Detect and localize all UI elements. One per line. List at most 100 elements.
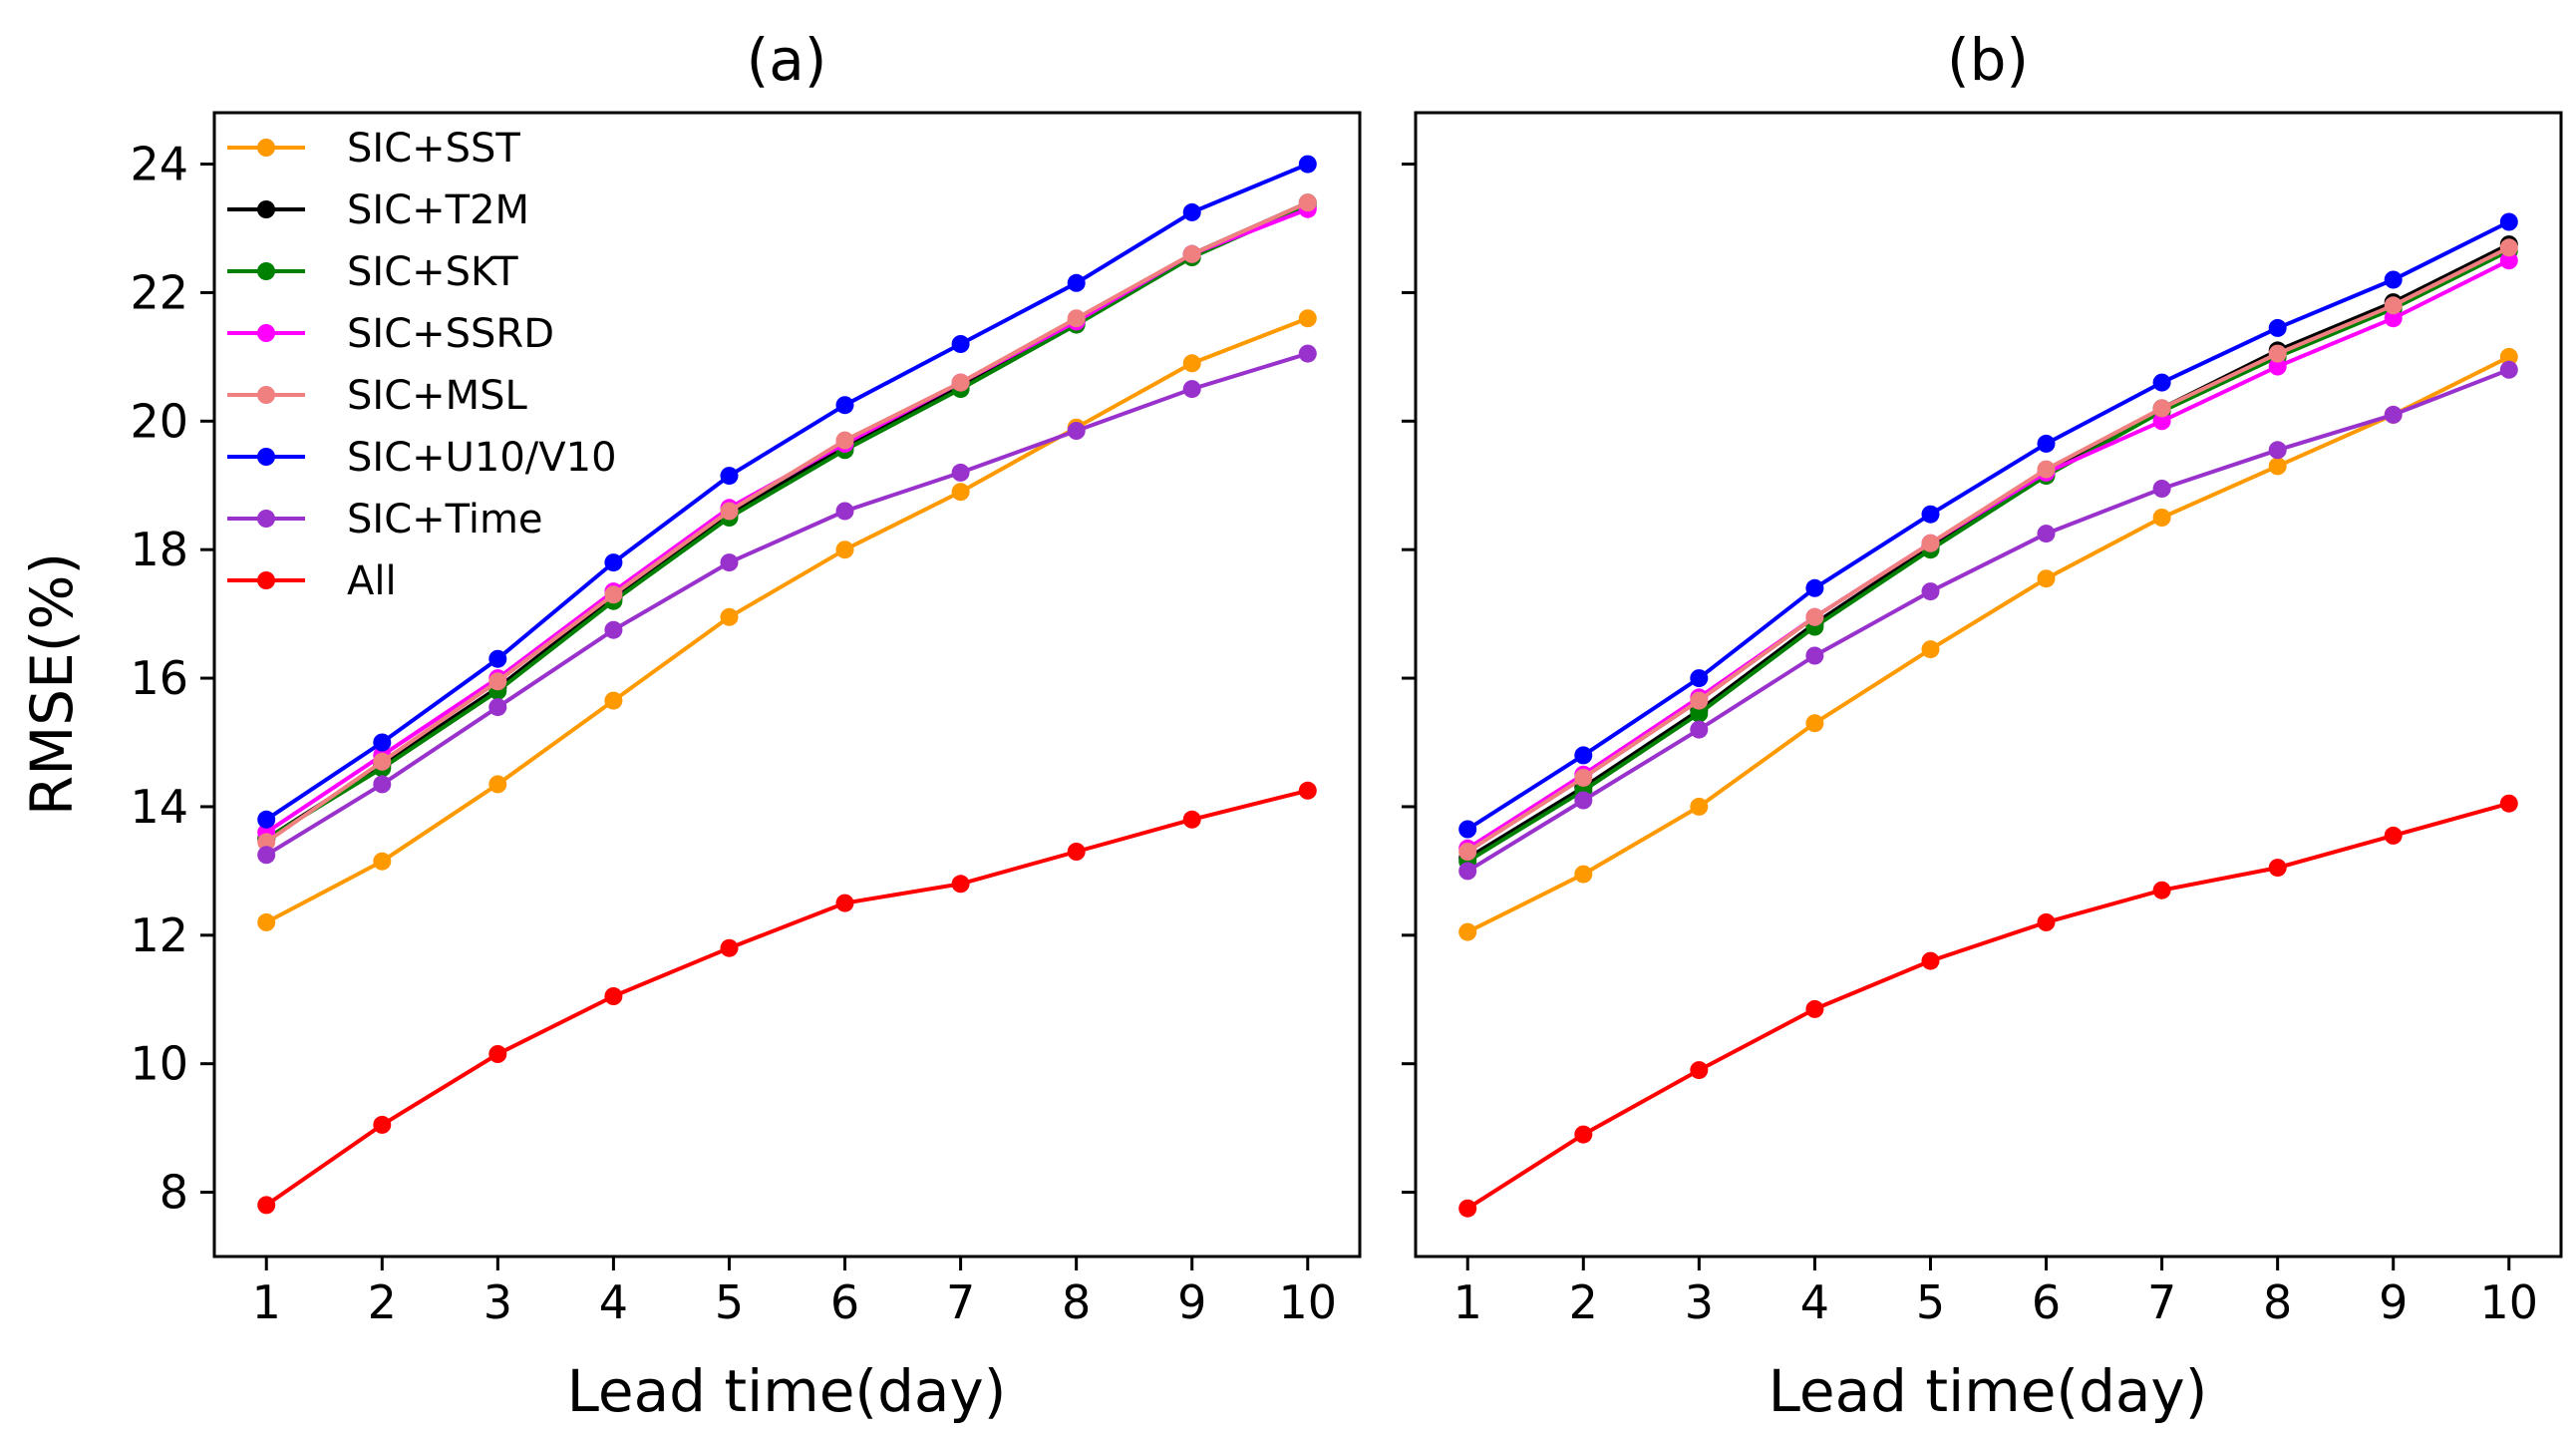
panel-a-point-sic-msl — [1182, 244, 1201, 263]
legend-label-all: All — [347, 558, 397, 604]
panel-b-x-tick-label: 4 — [1800, 1275, 1829, 1329]
panel-b-point-sic-msl — [1690, 691, 1709, 710]
panel-b-point-sic-u10-v10 — [1574, 746, 1593, 765]
panel-b-point-sic-u10-v10 — [2152, 373, 2171, 392]
panel-b-series-sic-time — [1458, 360, 2518, 881]
panel-b-point-sic-msl — [1574, 768, 1593, 787]
panel-a-point-sic-u10-v10 — [720, 467, 739, 486]
panel-a-point-all — [1067, 843, 1086, 861]
panel-a-point-sic-sst — [1182, 354, 1201, 373]
panel-b-x-tick-label: 3 — [1685, 1275, 1714, 1329]
panel-b-point-sic-msl — [2152, 399, 2171, 418]
panel-a-y-tick-label: 20 — [130, 394, 188, 448]
panel-b-point-sic-ssrd — [2384, 309, 2403, 328]
panel-a-point-all — [604, 987, 623, 1005]
legend-item-sic-time: SIC+Time — [227, 497, 543, 542]
panel-a-point-sic-u10-v10 — [604, 553, 623, 572]
panel-b-line-sic-u10-v10 — [1466, 219, 2510, 832]
panel-b-point-sic-time — [1458, 862, 1477, 881]
legend-marker-sic-skt — [257, 262, 275, 280]
panel-a-x-tick-label: 9 — [1177, 1275, 1206, 1329]
legend-label-sic-ssrd: SIC+SSRD — [347, 311, 554, 357]
panel-a-legend: SIC+SST SIC+T2M SIC+SKT SIC+SSRD SIC+MSL SIC+… — [227, 126, 617, 604]
panel-a-point-sic-time — [835, 502, 854, 521]
panel-a-point-sic-time — [604, 620, 623, 639]
panel-b-series — [1458, 212, 2518, 1218]
legend-marker-sic-t2m — [257, 200, 275, 218]
panel-b-series-all — [1458, 794, 2518, 1218]
panel-a-point-sic-sst — [835, 540, 854, 559]
panel-b-point-all — [1805, 999, 1824, 1018]
panel-a-y-tick-label: 22 — [130, 265, 188, 319]
panel-b-point-sic-time — [1921, 582, 1940, 601]
legend-marker-sic-sst — [257, 139, 275, 157]
legend-marker-sic-msl — [257, 386, 275, 404]
panel-b-point-sic-u10-v10 — [1690, 669, 1709, 688]
panel-a-point-sic-time — [373, 775, 392, 794]
panel-a-point-sic-u10-v10 — [373, 733, 392, 752]
panel-a-y-tick-label: 18 — [130, 523, 188, 576]
panel-a-point-sic-u10-v10 — [488, 649, 507, 668]
panel-a-line-sic-msl — [265, 200, 1309, 845]
panel-a-point-sic-msl — [1067, 309, 1086, 328]
panel-b-point-all — [2037, 912, 2056, 931]
panel-b-line-all — [1466, 801, 2510, 1211]
panel-b-point-sic-time — [2037, 525, 2056, 543]
panel-b-x-tick-label: 5 — [1916, 1275, 1945, 1329]
panel-a-series-sic-sst — [257, 309, 1317, 931]
legend-marker-sic-u10-v10 — [257, 448, 275, 466]
panel-a-point-sic-time — [1298, 344, 1317, 363]
panel-a-point-sic-time — [1182, 380, 1201, 399]
panel-a-series-sic-u10-v10 — [257, 155, 1317, 829]
panel-a-x-tick-label: 6 — [830, 1275, 859, 1329]
panel-b-x-tick-label: 6 — [2032, 1275, 2061, 1329]
panel-a-x-axis-label: Lead time(day) — [567, 1357, 1007, 1425]
panel-b-point-sic-sst — [1805, 714, 1824, 733]
panel-a-y-tick-label: 14 — [130, 780, 188, 834]
panel-b-point-sic-u10-v10 — [2499, 212, 2518, 231]
panel-b-line-sic-time — [1466, 367, 2510, 874]
panel-a-point-sic-u10-v10 — [951, 335, 970, 353]
panel-a-point-all — [1182, 810, 1201, 829]
panel-b-point-sic-sst — [1921, 640, 1940, 659]
panel-b: (b) 1 2 3 4 5 6 7 8 9 10 Lead time(day) — [1402, 26, 2563, 1425]
panel-a-series — [257, 155, 1317, 1215]
panel-a-x-tick-label: 5 — [715, 1275, 744, 1329]
panel-b-point-sic-u10-v10 — [2268, 318, 2287, 337]
panel-b-series-sic-u10-v10 — [1458, 212, 2518, 839]
panel-a-point-sic-sst — [951, 483, 970, 502]
panel-b-point-sic-sst — [2152, 509, 2171, 527]
panel-a-point-sic-msl — [488, 672, 507, 691]
legend-item-sic-skt: SIC+SKT — [227, 249, 518, 295]
panel-a-point-sic-time — [488, 698, 507, 717]
panel-a-point-sic-sst — [373, 852, 392, 871]
panel-b-point-sic-time — [1805, 646, 1824, 665]
panel-a-x-tick-label: 10 — [1278, 1275, 1337, 1329]
panel-a-plot-area — [212, 111, 1362, 1259]
panel-b-series-sic-msl — [1458, 238, 2518, 861]
panel-b-point-all — [2384, 826, 2403, 845]
panel-a-x-tick-label: 4 — [599, 1275, 628, 1329]
panel-a-y-tick-label: 8 — [160, 1166, 188, 1220]
panel-b-point-sic-ssrd — [2152, 412, 2171, 431]
panel-a-y-tick-label: 12 — [130, 908, 188, 962]
panel-a-point-sic-msl — [951, 373, 970, 392]
legend-label-sic-u10-v10: SIC+U10/V10 — [347, 435, 617, 481]
panel-a-y-tick-label: 10 — [130, 1037, 188, 1091]
panel-a-title: (a) — [747, 26, 827, 94]
panel-b-point-sic-msl — [1458, 843, 1477, 861]
panel-b-point-sic-u10-v10 — [2037, 434, 2056, 453]
panel-a-line-sic-time — [265, 351, 1309, 858]
panel-a-x-tick-label: 2 — [368, 1275, 397, 1329]
panel-a-point-sic-time — [1067, 422, 1086, 440]
panel-b-line-sic-skt — [1466, 248, 2510, 864]
panel-a-point-all — [835, 894, 854, 912]
panel-b-point-all — [1458, 1199, 1477, 1218]
panel-a-y-tick-label: 16 — [130, 651, 188, 705]
legend-item-all: All — [227, 558, 397, 604]
panel-a-x-tick-label: 1 — [252, 1275, 281, 1329]
panel-b-point-sic-u10-v10 — [1805, 578, 1824, 597]
panel-b-series-sic-sst — [1458, 347, 2518, 941]
